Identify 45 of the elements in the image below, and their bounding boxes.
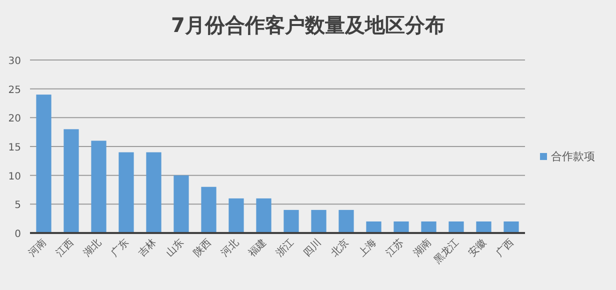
legend-label: 合作款项 [551, 150, 595, 163]
y-tick-label: 0 [14, 229, 21, 240]
bar [394, 221, 409, 233]
bar [118, 152, 134, 233]
bar [146, 152, 162, 233]
chart-title: 7月份合作客户数量及地区分布 [171, 13, 445, 37]
bar [311, 210, 326, 233]
bar [256, 198, 272, 233]
x-tick-label: 广东 [108, 236, 132, 260]
x-tick-label: 浙江 [274, 236, 296, 260]
x-tick-label: 河南 [26, 236, 49, 260]
x-tick-label: 陕西 [191, 236, 214, 260]
bar [366, 221, 382, 233]
bar [476, 221, 492, 233]
bar [174, 175, 189, 233]
x-tick-label: 湖北 [81, 236, 104, 260]
bar [91, 140, 106, 233]
bar [448, 221, 464, 233]
bar [338, 210, 354, 233]
bar [228, 198, 244, 233]
bar [36, 94, 52, 233]
x-tick-label: 广西 [494, 236, 516, 260]
y-tick-label: 30 [8, 56, 21, 67]
x-tick-label: 北京 [328, 236, 352, 260]
x-tick-label: 河北 [218, 236, 242, 260]
x-tick-label: 江苏 [384, 236, 406, 260]
x-tick-label: 上海 [356, 236, 379, 260]
bar [201, 186, 216, 233]
y-tick-label: 15 [8, 142, 21, 154]
x-tick-label: 安徽 [466, 236, 489, 260]
y-tick-label: 25 [8, 84, 21, 96]
x-tick-label: 江西 [54, 236, 76, 260]
x-tick-label: 福建 [246, 236, 269, 260]
x-tick-label: 黑龙江 [432, 236, 462, 266]
bar [421, 221, 436, 233]
x-tick-label: 山东 [164, 236, 186, 260]
bar [284, 210, 299, 233]
y-tick-label: 5 [14, 200, 21, 212]
x-tick-label: 吉林 [136, 236, 159, 260]
x-tick-label: 湖南 [411, 236, 434, 260]
bar [64, 129, 79, 233]
y-tick-label: 20 [8, 114, 21, 125]
x-tick-label: 四川 [301, 236, 324, 260]
y-tick-label: 10 [8, 171, 21, 182]
bar [504, 221, 519, 233]
